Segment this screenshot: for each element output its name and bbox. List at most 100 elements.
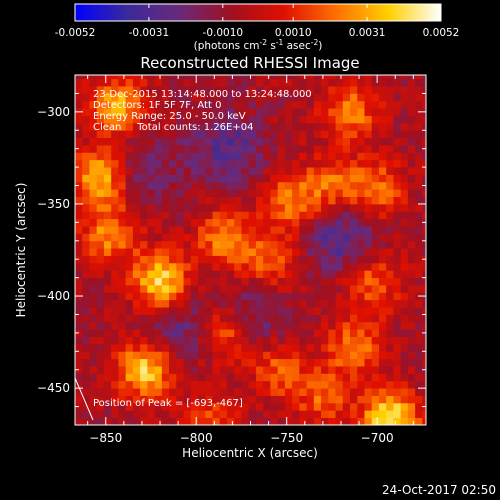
- heatmap-image: [75, 75, 426, 425]
- heatmap-cell: [299, 75, 307, 80]
- heatmap-cell: [111, 86, 119, 94]
- heatmap-cell: [176, 373, 184, 382]
- heatmap-cell: [292, 167, 300, 175]
- heatmap-cell: [118, 226, 127, 234]
- heatmap-cell: [241, 343, 250, 352]
- heatmap-cell: [241, 100, 250, 109]
- heatmap-cell: [132, 410, 141, 419]
- heatmap-cell: [176, 122, 184, 131]
- heatmap-cell: [219, 248, 228, 256]
- heatmap-cell: [234, 218, 242, 227]
- heatmap-cell: [364, 343, 373, 352]
- heatmap-cell: [378, 75, 387, 80]
- heatmap-cell: [241, 226, 250, 234]
- heatmap-cell: [111, 358, 119, 367]
- heatmap-cell: [176, 108, 184, 116]
- heatmap-cell: [103, 417, 112, 425]
- heatmap-cell: [313, 292, 322, 301]
- heatmap-cell: [371, 351, 380, 360]
- heatmap-cell: [378, 137, 387, 146]
- heatmap-cell: [241, 75, 250, 80]
- heatmap-cell: [118, 196, 127, 205]
- heatmap-cell: [198, 218, 206, 227]
- heatmap-cell: [263, 86, 271, 94]
- heatmap-cell: [270, 218, 279, 227]
- heatmap-cell: [190, 75, 199, 80]
- heatmap-cell: [147, 351, 156, 360]
- heatmap-cell: [75, 314, 83, 323]
- heatmap-cell: [357, 321, 365, 330]
- heatmap-cell: [335, 240, 344, 249]
- heatmap-cell: [103, 122, 112, 131]
- heatmap-cell: [75, 86, 83, 94]
- heatmap-cell: [364, 270, 373, 279]
- heatmap-cell: [89, 130, 98, 139]
- heatmap-cell: [357, 417, 365, 425]
- heatmap-cell: [183, 226, 192, 234]
- heatmap-cell: [176, 100, 184, 109]
- heatmap-cell: [371, 248, 380, 256]
- heatmap-cell: [75, 203, 83, 212]
- heatmap-cell: [415, 152, 423, 161]
- heatmap-cell: [147, 248, 156, 256]
- heatmap-cell: [292, 203, 300, 212]
- heatmap-cell: [386, 240, 394, 249]
- heatmap-cell: [248, 211, 257, 220]
- heatmap-cell: [111, 75, 119, 80]
- heatmap-cell: [335, 86, 344, 94]
- heatmap-cell: [335, 152, 344, 161]
- heatmap-cell: [241, 115, 250, 124]
- heatmap-cell: [328, 270, 336, 279]
- heatmap-cell: [176, 75, 184, 80]
- heatmap-cell: [328, 233, 336, 242]
- heatmap-cell: [190, 410, 199, 419]
- heatmap-cell: [328, 292, 336, 301]
- heatmap-cell: [415, 299, 423, 308]
- heatmap-cell: [378, 78, 387, 87]
- heatmap-cell: [82, 255, 90, 264]
- heatmap-cell: [263, 410, 271, 419]
- heatmap-cell: [219, 373, 228, 382]
- heatmap-cell: [357, 410, 365, 419]
- heatmap-cell: [111, 277, 119, 286]
- heatmap-cell: [335, 226, 344, 234]
- heatmap-cell: [248, 122, 257, 131]
- heatmap-cell: [89, 196, 98, 205]
- heatmap-cell: [306, 174, 315, 183]
- heatmap-cell: [89, 402, 98, 411]
- heatmap-cell: [82, 167, 90, 175]
- heatmap-cell: [306, 307, 315, 315]
- heatmap-cell: [357, 75, 365, 80]
- heatmap-cell: [277, 336, 286, 345]
- heatmap-cell: [386, 203, 394, 212]
- annotation-time-range: 23-Dec-2015 13:14:48.000 to 13:24:48.000: [93, 89, 312, 100]
- heatmap-cell: [378, 277, 387, 286]
- heatmap-cell: [190, 248, 199, 256]
- heatmap-cell: [118, 262, 127, 271]
- heatmap-cell: [75, 262, 83, 271]
- heatmap-cell: [103, 329, 112, 337]
- heatmap-cell: [321, 373, 329, 382]
- heatmap-cell: [212, 233, 221, 242]
- heatmap-cell: [118, 277, 127, 286]
- heatmap-cell: [299, 262, 307, 271]
- heatmap-cell: [82, 211, 90, 220]
- heatmap-cell: [219, 174, 228, 183]
- heatmap-cell: [371, 137, 380, 146]
- heatmap-cell: [183, 410, 192, 419]
- heatmap-cell: [342, 152, 351, 161]
- heatmap-cell: [111, 93, 119, 102]
- heatmap-cell: [263, 314, 271, 323]
- heatmap-cell: [147, 115, 156, 124]
- heatmap-cell: [313, 130, 322, 139]
- heatmap-cell: [422, 196, 426, 205]
- heatmap-cell: [111, 122, 119, 131]
- heatmap-cell: [306, 233, 315, 242]
- heatmap-cell: [386, 292, 394, 301]
- heatmap-cell: [190, 226, 199, 234]
- heatmap-cell: [205, 152, 213, 161]
- heatmap-cell: [161, 108, 170, 116]
- heatmap-cell: [393, 189, 402, 197]
- heatmap-cell: [306, 366, 315, 374]
- heatmap-cell: [111, 336, 119, 345]
